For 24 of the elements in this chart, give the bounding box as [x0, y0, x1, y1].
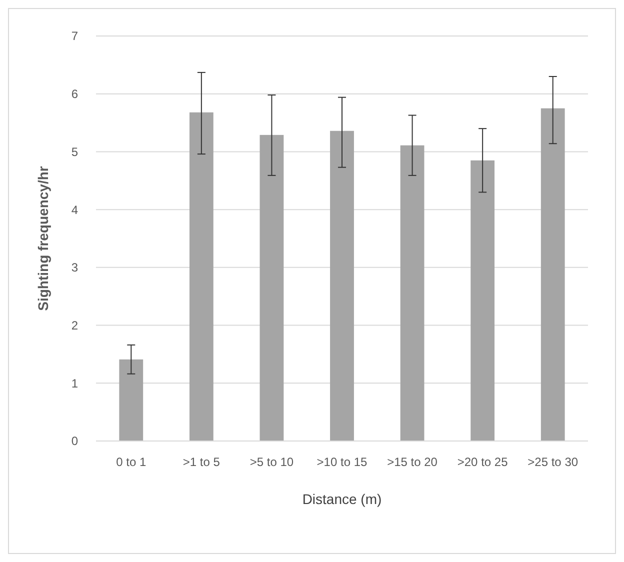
y-tick-label: 6	[71, 87, 78, 102]
y-tick-label: 0	[71, 434, 78, 448]
y-tick-label: 2	[71, 318, 78, 332]
y-tick-label: 5	[71, 144, 78, 159]
y-tick-label: 1	[71, 376, 78, 390]
y-tick-label: 4	[71, 202, 78, 217]
x-tick-label: >20 to 25	[457, 455, 508, 469]
x-tick-label: >10 to 15	[316, 455, 368, 469]
bar	[189, 112, 214, 441]
bar	[470, 160, 495, 441]
bar	[260, 134, 284, 441]
x-tick-label: 0 to 1	[116, 455, 146, 469]
bar	[540, 108, 565, 441]
x-tick-label: >15 to 20	[387, 455, 438, 469]
y-tick-label: 3	[71, 260, 78, 275]
x-axis-title: Distance (m)	[302, 491, 382, 507]
bar	[330, 130, 354, 441]
y-tick-label: 7	[71, 29, 78, 44]
x-tick-label: >5 to 10	[250, 455, 294, 469]
y-axis-title: Sighting frequency/hr	[35, 166, 51, 311]
bar	[400, 145, 424, 441]
bar	[119, 359, 144, 441]
x-tick-label: >25 to 30	[528, 455, 578, 469]
x-tick-label: >1 to 5	[182, 455, 220, 469]
